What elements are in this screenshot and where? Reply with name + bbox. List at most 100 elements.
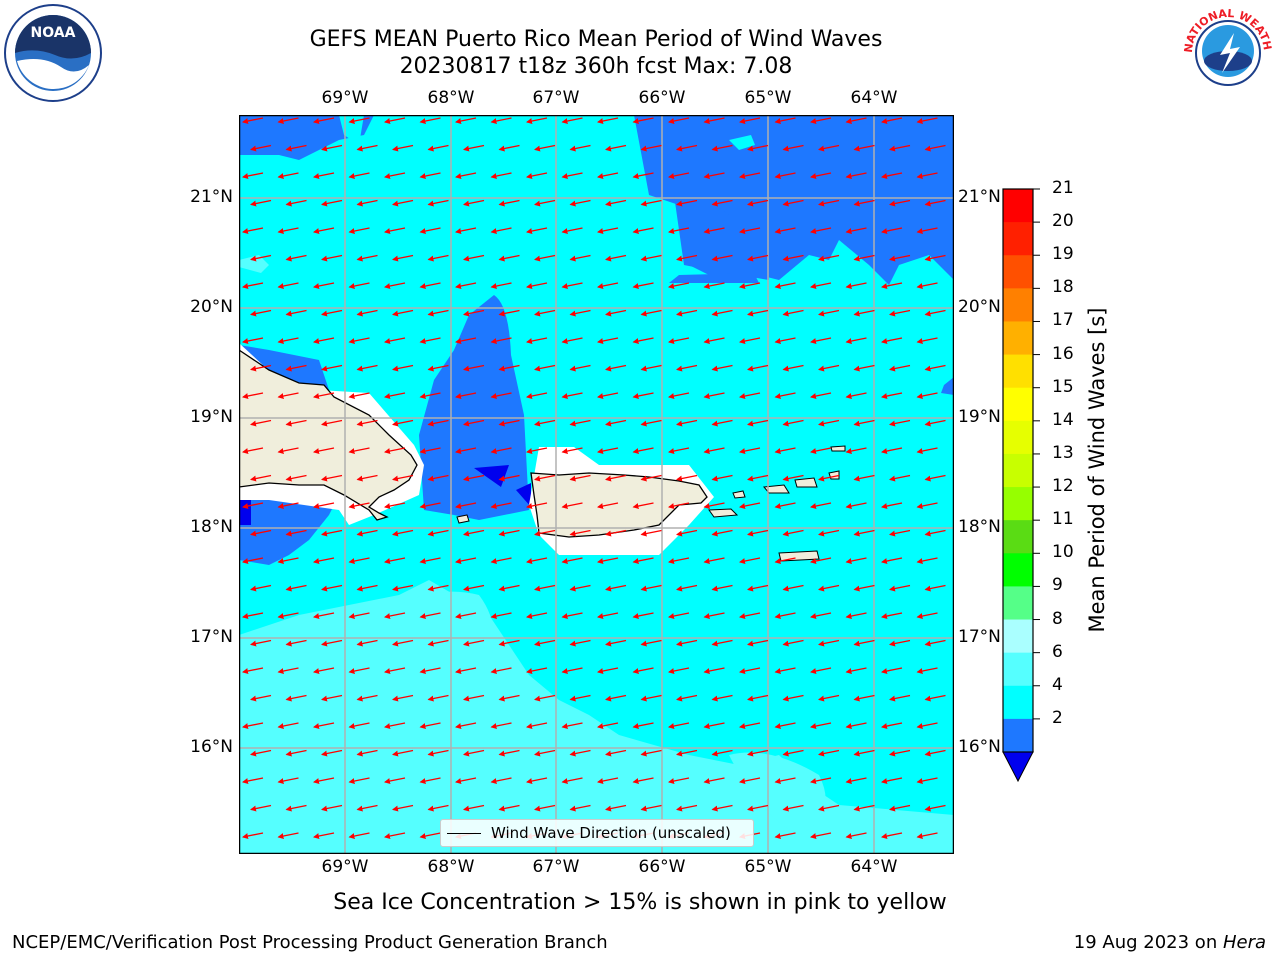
wind-wave-arrow [810,777,832,784]
wind-wave-arrow [774,612,796,619]
wind-wave-arrow [597,227,619,234]
lon-label-bottom: 65°W [744,857,792,877]
wind-wave-arrow [498,529,520,537]
wind-wave-arrow [774,557,796,564]
wind-wave-arrow [250,749,272,757]
wind-wave-arrow [526,557,548,564]
wind-wave-arrow [384,777,406,784]
wind-wave-arrow [455,557,477,564]
wind-wave-arrow [561,337,583,344]
wind-wave-arrow [881,392,903,399]
wind-wave-arrow [676,254,698,262]
wind-wave-arrow [569,529,591,537]
wind-wave-arrow [889,254,911,262]
wind-wave-arrow [810,227,832,234]
wind-wave-arrow [250,199,272,207]
wind-wave-arrow [605,254,627,262]
wind-wave-arrow [668,447,690,454]
wind-wave-arrow [285,309,307,317]
wind-wave-arrow [810,722,832,729]
wind-wave-arrow [739,227,761,234]
wind-wave-arrow [853,144,875,152]
wind-wave-arrow [384,227,406,234]
wind-wave-arrow [853,694,875,702]
wind-wave-arrow [490,282,512,289]
colorbar-band [1003,321,1033,356]
wind-wave-arrow [676,584,698,592]
wind-wave-arrow [676,474,698,482]
wind-wave-arrow [711,309,733,317]
wind-wave-arrow [810,337,832,344]
wind-wave-arrow [703,667,725,674]
wind-wave-arrow [490,117,512,124]
wind-wave-arrow [703,612,725,619]
wind-wave-arrow [526,502,548,509]
wind-wave-arrow [845,502,867,509]
colorbar-band [1003,354,1033,389]
wind-wave-arrow [818,639,840,647]
wind-wave-arrow [605,639,627,647]
wind-wave-arrow [356,364,378,372]
wind-wave-arrow [321,474,343,482]
wind-wave-arrow [916,832,938,839]
wind-wave-arrow [348,337,370,344]
wind-wave-arrow [348,227,370,234]
wind-wave-arrow [348,282,370,289]
wind-wave-arrow [463,804,485,812]
wind-wave-arrow [313,722,335,729]
wind-wave-arrow [242,667,264,674]
nws-logo: NATIONAL WEATHER SERVICE [1178,3,1275,100]
wind-wave-arrow [924,584,946,592]
wind-wave-arrow [881,337,903,344]
wind-wave-arrow [597,502,619,509]
wind-wave-arrow [498,144,520,152]
wind-wave-arrow [782,364,804,372]
wind-wave-arrow [668,502,690,509]
wind-wave-arrow [356,694,378,702]
wind-wave-arrow [356,199,378,207]
wind-wave-arrow [916,227,938,234]
graticule [239,115,954,854]
wind-wave-arrow [569,694,591,702]
wind-wave-arrow [348,612,370,619]
wind-wave-arrow [881,447,903,454]
wind-wave-arrow [392,694,414,702]
lon-label-bottom: 64°W [850,857,898,877]
wind-wave-arrow [597,282,619,289]
wind-wave-arrow [277,172,299,179]
wind-wave-arrow [419,502,441,509]
wind-wave-arrow [747,309,769,317]
wind-wave-arrow [853,364,875,372]
wind-wave-arrow [490,227,512,234]
wind-wave-arrow [881,227,903,234]
colorbar-tick-label: 4 [1052,674,1063,695]
lon-label-top: 66°W [638,88,686,108]
wind-wave-arrow [526,337,548,344]
wind-wave-arrow [463,309,485,317]
wind-wave-arrow [313,612,335,619]
wind-wave-arrow [427,254,449,262]
wind-wave-arrow [569,584,591,592]
wind-wave-arrow [711,749,733,757]
wind-wave-arrow [711,584,733,592]
chart-subtitle: 20230817 t18z 360h fcst Max: 7.08 [399,54,793,79]
wind-wave-arrow [427,474,449,482]
wind-wave-arrow [534,474,556,482]
wind-wave-arrow [561,447,583,454]
colorbar-band [1003,718,1033,753]
wind-wave-arrow [668,337,690,344]
wind-wave-arrow [427,144,449,152]
wind-wave-arrow [313,557,335,564]
wind-wave-arrow [569,749,591,757]
wind-wave-arrow [285,144,307,152]
colorbar-band [1003,685,1033,720]
wind-wave-arrow [711,474,733,482]
wind-wave-arrow [711,639,733,647]
wind-wave-arrow [419,392,441,399]
colorbar-tick-label: 6 [1052,641,1063,662]
wind-wave-arrow [242,447,264,454]
wind-wave-arrow [845,337,867,344]
wind-wave-arrow [845,172,867,179]
wind-wave-arrow [526,392,548,399]
wind-wave-arrow [526,117,548,124]
